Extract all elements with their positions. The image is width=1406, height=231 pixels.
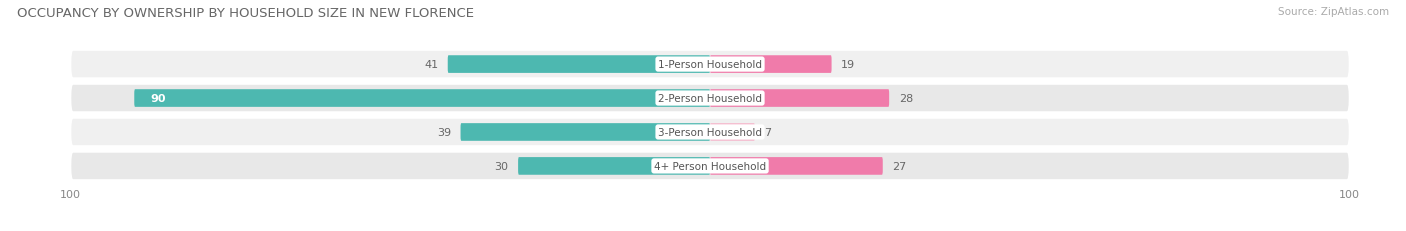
Text: 4+ Person Household: 4+ Person Household	[654, 161, 766, 171]
FancyBboxPatch shape	[134, 90, 710, 107]
Text: 2-Person Household: 2-Person Household	[658, 94, 762, 103]
FancyBboxPatch shape	[461, 124, 710, 141]
Text: 41: 41	[425, 60, 439, 70]
FancyBboxPatch shape	[70, 84, 1350, 113]
Text: 90: 90	[150, 94, 166, 103]
FancyBboxPatch shape	[517, 157, 710, 175]
FancyBboxPatch shape	[710, 90, 889, 107]
FancyBboxPatch shape	[447, 56, 710, 74]
Text: 1-Person Household: 1-Person Household	[658, 60, 762, 70]
FancyBboxPatch shape	[710, 124, 755, 141]
Text: Source: ZipAtlas.com: Source: ZipAtlas.com	[1278, 7, 1389, 17]
Text: 30: 30	[495, 161, 509, 171]
Text: 27: 27	[893, 161, 907, 171]
Text: 3-Person Household: 3-Person Household	[658, 128, 762, 137]
FancyBboxPatch shape	[70, 51, 1350, 79]
Text: 39: 39	[437, 128, 451, 137]
FancyBboxPatch shape	[710, 56, 831, 74]
FancyBboxPatch shape	[70, 118, 1350, 147]
Text: 19: 19	[841, 60, 855, 70]
Text: 7: 7	[765, 128, 772, 137]
FancyBboxPatch shape	[710, 157, 883, 175]
Text: OCCUPANCY BY OWNERSHIP BY HOUSEHOLD SIZE IN NEW FLORENCE: OCCUPANCY BY OWNERSHIP BY HOUSEHOLD SIZE…	[17, 7, 474, 20]
FancyBboxPatch shape	[70, 152, 1350, 180]
Text: 28: 28	[898, 94, 912, 103]
